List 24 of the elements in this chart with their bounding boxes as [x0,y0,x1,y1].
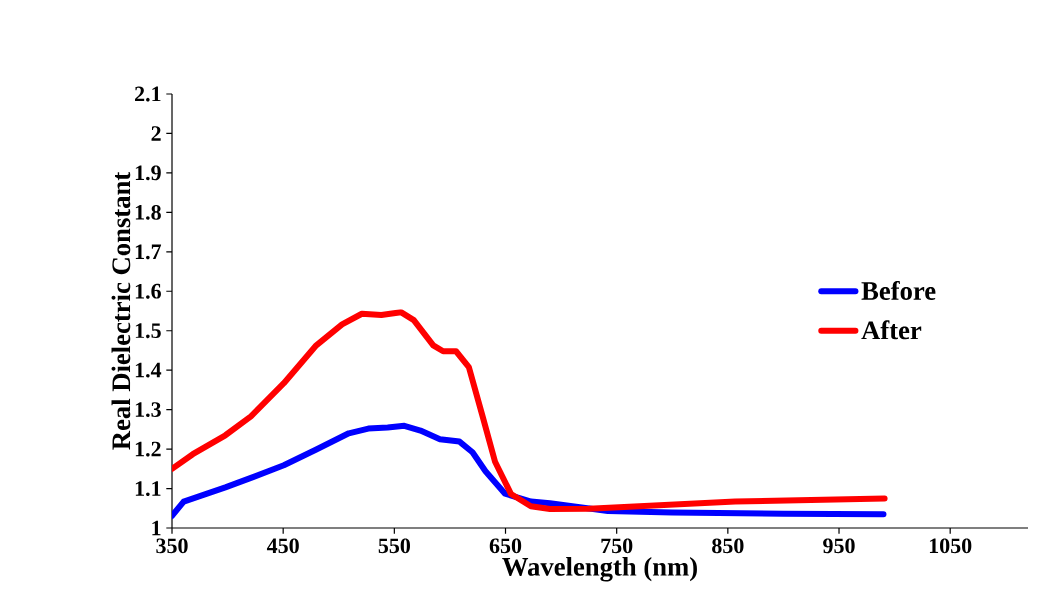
x-tick-label: 850 [712,538,744,554]
x-tick-label: 350 [156,538,188,554]
x-tick-label: 950 [823,538,855,554]
x-tick-label: 750 [601,538,633,554]
x-tick-label: 650 [489,538,522,554]
y-tick-label: 1.7 [135,244,162,260]
y-tick-label: 1.2 [135,441,161,457]
y-tick-label: 1.1 [135,481,161,496]
y-tick-label: 1.3 [135,402,161,418]
y-tick-label: 1 [152,520,161,536]
y-tick-label: 1.6 [135,283,161,299]
y-tick-label: 1.9 [135,165,161,181]
y-tick-label: 2.1 [135,86,161,102]
legend-label: After [861,320,922,340]
x-tick-label: 1050 [929,538,972,554]
y-tick-label: 1.4 [135,362,162,378]
y-axis-title: Real Dielectric Constant [111,171,131,450]
y-tick-label: 1.5 [135,323,161,339]
y-tick-label: 1.8 [135,204,161,220]
y-tick-label: 2 [151,126,161,141]
x-tick-label: 450 [266,538,299,554]
x-axis-title: Wavelength (nm) [502,557,697,582]
x-tick-label: 550 [378,538,410,554]
legend-label: Before [861,280,936,300]
